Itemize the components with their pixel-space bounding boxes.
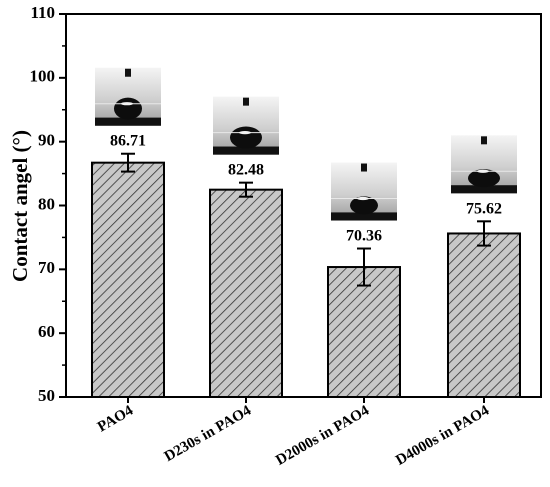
- x-category-label: PAO4: [95, 402, 136, 435]
- droplet-inset-image: [213, 96, 279, 155]
- data-label: 70.36: [346, 228, 382, 245]
- x-category-label: D230s in PAO4: [162, 402, 255, 465]
- y-tick-label: 80: [38, 194, 55, 213]
- bar: [91, 161, 165, 398]
- droplet-inset-image: [451, 135, 517, 194]
- y-axis-title: Contact angel (°): [8, 130, 32, 282]
- bar: [209, 188, 283, 398]
- y-tick-label: 50: [38, 386, 55, 405]
- bar: [327, 266, 401, 398]
- y-tick-label: 100: [30, 67, 56, 86]
- x-category-label: D2000s in PAO4: [273, 402, 372, 468]
- x-axis-categories: PAO4 D230s in PAO4 D2000s in PAO4 D4000s in…: [95, 397, 492, 469]
- droplet-insets: [95, 67, 517, 221]
- droplet-inset-image: [331, 162, 397, 221]
- data-label: 75.62: [466, 200, 502, 217]
- y-tick-label: 70: [38, 258, 55, 277]
- y-tick-label: 90: [38, 131, 55, 150]
- x-category-label: D4000s in PAO4: [393, 402, 492, 468]
- error-bars: [121, 152, 491, 287]
- value-labels: 86.71 82.48 70.36 75.62: [110, 133, 502, 245]
- bar: [447, 232, 521, 398]
- y-axis-ticks: 50 60 70 80 90 100 110: [30, 3, 66, 405]
- bars: [91, 161, 521, 398]
- droplet-inset-image: [95, 67, 161, 126]
- y-tick-label: 60: [38, 322, 55, 341]
- data-label: 82.48: [228, 162, 264, 179]
- y-tick-label: 110: [30, 3, 55, 22]
- data-label: 86.71: [110, 133, 146, 150]
